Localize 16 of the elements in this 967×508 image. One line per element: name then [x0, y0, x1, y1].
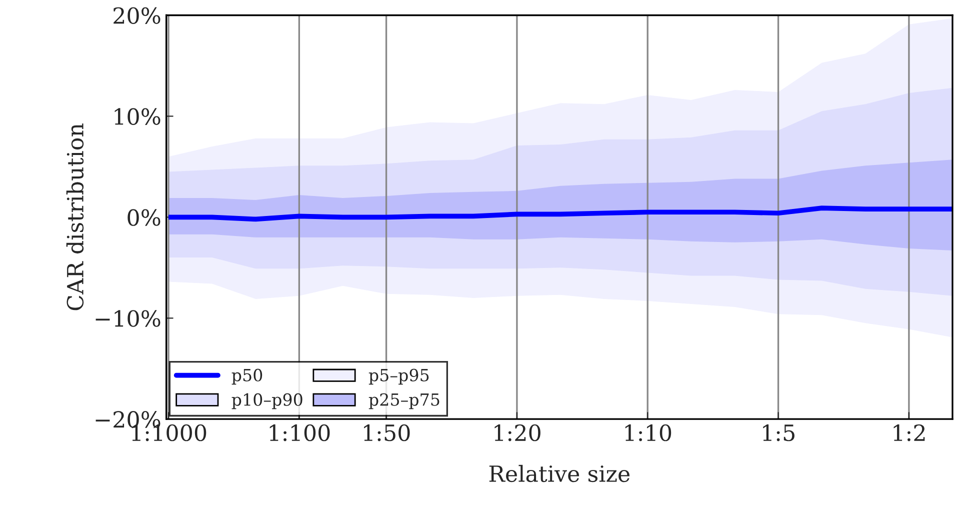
legend-label: p10–p90	[232, 393, 302, 410]
x-tick-label: 1:2	[894, 424, 925, 442]
x-tick-label: 1:5	[763, 424, 794, 442]
x-tick-label: 1:10	[625, 424, 672, 442]
y-tick-label: 20%	[114, 7, 160, 24]
y-tick-label: −10%	[96, 310, 160, 327]
y-tick-label: 0%	[128, 209, 160, 226]
x-tick-label: 1:50	[364, 424, 410, 442]
legend-label: p25–p75	[368, 393, 440, 410]
y-axis-title: CAR distribution	[66, 124, 84, 310]
x-axis-title: Relative size	[489, 464, 630, 482]
y-tick-label: 10%	[114, 108, 160, 125]
legend-label: p50	[232, 368, 262, 385]
x-tick-label: 1:100	[270, 424, 330, 442]
x-tick-label: 1:20	[494, 424, 540, 442]
legend-label: p5–p95	[368, 368, 429, 385]
